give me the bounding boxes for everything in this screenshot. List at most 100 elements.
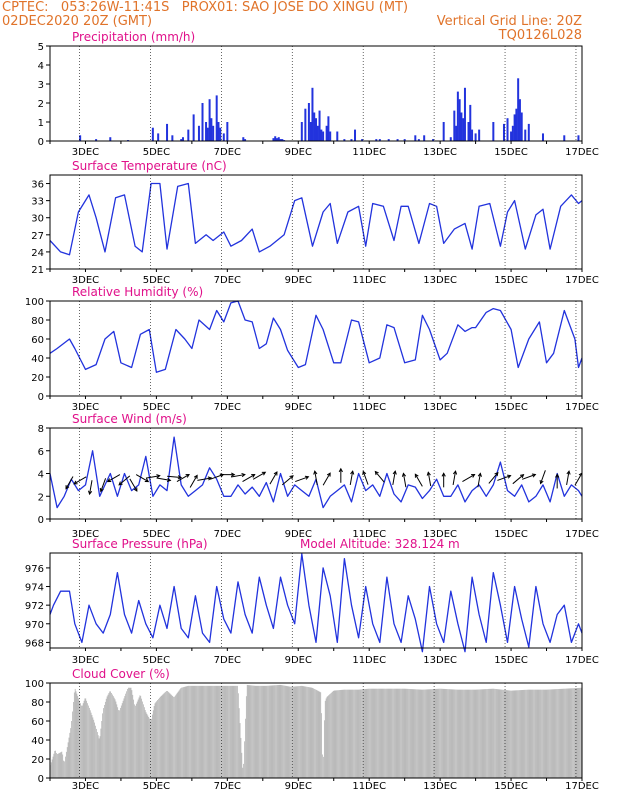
cloud-bar: [486, 689, 487, 778]
cloud-bar: [236, 685, 237, 778]
cloud-bar: [574, 688, 575, 778]
y-tick-label: 24: [31, 248, 44, 259]
x-tick-label: 3DEC: [72, 147, 99, 158]
wind-arrow: [488, 471, 499, 484]
y-tick-label: 5: [38, 42, 44, 53]
cloud-bar: [504, 689, 506, 778]
cloud-bar: [285, 685, 287, 778]
cloud-bar: [389, 688, 391, 778]
cloud-bar: [263, 685, 265, 778]
cloud-bar: [462, 689, 463, 778]
cloud-bar: [341, 689, 343, 778]
cloud-bar: [370, 688, 372, 778]
cloud-bar: [129, 687, 131, 778]
cloud-bar: [68, 737, 70, 778]
cloud-bar: [449, 689, 450, 778]
cloud-bar: [335, 690, 337, 778]
cloud-bar: [89, 710, 91, 778]
cloud-bar: [164, 692, 166, 778]
cloud-bar: [340, 689, 342, 778]
cloud-bar: [385, 688, 386, 778]
cloud-bar: [168, 692, 170, 778]
cloud-bar: [310, 687, 312, 778]
cloud-bar: [63, 760, 64, 778]
cloud-bar: [447, 689, 448, 778]
cloud-bar: [362, 689, 364, 778]
cloud-bar: [104, 701, 106, 778]
cloud-bar: [554, 689, 556, 778]
cloud-bar: [205, 685, 206, 778]
cloud-bar: [401, 688, 402, 778]
cloud-bar: [116, 704, 118, 778]
cloud-bar: [405, 688, 407, 778]
cloud-bar: [414, 689, 416, 778]
cloud-bar: [344, 689, 346, 778]
cloud-bar: [54, 750, 56, 778]
wind-arrow: [338, 467, 343, 483]
cloud-bar: [297, 686, 299, 778]
cloud-bar: [324, 700, 326, 778]
cloud-bar: [144, 710, 146, 778]
cloud-bar: [247, 685, 249, 778]
cloud-bar: [189, 685, 190, 778]
cloud-bar: [370, 688, 371, 778]
wind-arrow: [269, 471, 278, 485]
precip-bar: [197, 125, 200, 141]
cloud-bar: [200, 685, 202, 778]
cloud-bar: [421, 689, 423, 778]
y-tick-label: 40: [31, 354, 44, 365]
cloud-bar: [495, 689, 497, 778]
series-line-2: [49, 300, 583, 373]
cloud-bar: [185, 686, 187, 778]
cloud-bar: [69, 732, 71, 778]
wind-arrow: [477, 472, 482, 488]
cloud-bar: [214, 685, 216, 778]
cloud-bar: [359, 689, 361, 778]
cloud-bar: [515, 690, 517, 778]
cloud-bar: [261, 685, 262, 778]
cloud-bar: [304, 686, 306, 778]
cloud-bar: [323, 720, 325, 778]
x-tick-label: 13DEC: [423, 275, 457, 286]
cloud-bar: [307, 686, 308, 778]
cloud-bar: [503, 689, 505, 778]
cloud-bar: [466, 689, 468, 778]
precip-bar: [215, 95, 218, 141]
cloud-bar: [422, 689, 424, 778]
cloud-bar: [306, 686, 307, 778]
cloud-bar: [539, 689, 541, 778]
precip-bar: [455, 125, 458, 141]
precip-bar: [274, 136, 277, 141]
wind-arrow: [167, 475, 183, 480]
cloud-bar: [157, 700, 158, 778]
cloud-bar: [501, 689, 502, 778]
cloud-bar: [337, 690, 338, 778]
cloud-bar: [423, 689, 424, 778]
cloud-bar: [265, 685, 267, 778]
precip-bar: [182, 137, 184, 141]
precip-bar: [467, 122, 470, 141]
cloud-bar: [408, 688, 409, 778]
cloud-bar: [122, 700, 124, 778]
cloud-bar: [190, 685, 191, 778]
cloud-bar: [562, 688, 564, 778]
precip-bar: [79, 135, 82, 141]
cloud-bar: [360, 689, 361, 778]
precip-bar: [517, 78, 520, 141]
cloud-bar: [166, 691, 167, 778]
cloud-bar: [333, 690, 335, 778]
cloud-bar: [208, 685, 210, 778]
cloud-bar: [350, 689, 352, 778]
precip-bar: [95, 139, 98, 141]
x-tick-label: 9DEC: [285, 275, 312, 286]
x-tick-label: 17DEC: [565, 147, 599, 158]
cloud-bar: [338, 690, 339, 778]
y-tick-label: 4: [38, 61, 44, 72]
cloud-bar: [346, 689, 347, 778]
cloud-bar: [392, 688, 393, 778]
cloud-bar: [153, 706, 155, 778]
panel-frame: [49, 552, 583, 649]
cloud-bar: [112, 696, 114, 778]
cloud-bar: [76, 693, 78, 778]
cloud-bar: [434, 688, 436, 778]
